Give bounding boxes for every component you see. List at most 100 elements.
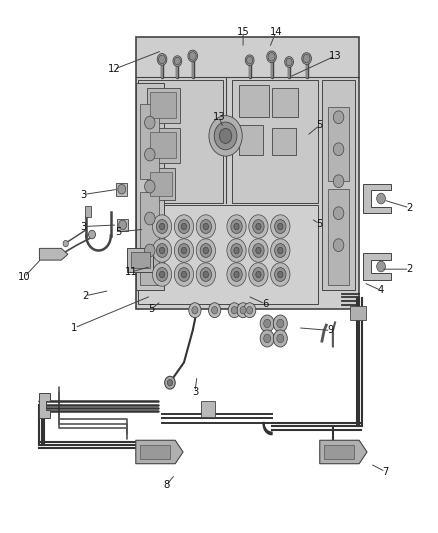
Circle shape (278, 223, 283, 230)
Circle shape (178, 268, 190, 281)
FancyBboxPatch shape (85, 206, 91, 217)
FancyBboxPatch shape (127, 248, 153, 272)
Circle shape (192, 306, 198, 314)
Circle shape (271, 239, 290, 262)
Circle shape (200, 244, 212, 257)
Circle shape (247, 306, 253, 314)
Circle shape (156, 244, 168, 257)
FancyBboxPatch shape (140, 445, 170, 459)
Text: 7: 7 (382, 467, 389, 477)
Circle shape (231, 306, 237, 314)
Circle shape (253, 268, 264, 281)
Circle shape (231, 220, 242, 233)
Circle shape (268, 53, 275, 61)
Circle shape (249, 263, 268, 286)
Circle shape (377, 193, 385, 204)
Circle shape (333, 239, 344, 252)
Circle shape (275, 268, 286, 281)
FancyBboxPatch shape (350, 306, 366, 320)
Circle shape (196, 263, 215, 286)
Circle shape (264, 334, 271, 343)
Text: 15: 15 (237, 27, 250, 37)
Circle shape (119, 220, 127, 230)
Circle shape (174, 215, 194, 238)
Circle shape (181, 223, 187, 230)
Circle shape (234, 223, 239, 230)
Circle shape (152, 215, 172, 238)
Circle shape (209, 116, 242, 156)
Circle shape (377, 261, 385, 272)
Circle shape (159, 55, 166, 63)
FancyBboxPatch shape (150, 132, 176, 158)
Circle shape (231, 244, 242, 257)
Circle shape (174, 239, 194, 262)
FancyBboxPatch shape (140, 192, 159, 285)
Circle shape (256, 271, 261, 278)
Circle shape (227, 263, 246, 286)
Text: 2: 2 (406, 264, 413, 274)
Circle shape (245, 55, 254, 66)
Circle shape (333, 175, 344, 188)
Circle shape (244, 303, 256, 318)
FancyBboxPatch shape (150, 92, 176, 118)
Circle shape (203, 247, 208, 254)
Text: 9: 9 (328, 326, 334, 335)
Circle shape (240, 306, 246, 314)
Circle shape (256, 223, 261, 230)
Text: 5: 5 (115, 227, 121, 237)
Circle shape (227, 239, 246, 262)
FancyBboxPatch shape (272, 128, 296, 155)
Circle shape (234, 271, 239, 278)
Circle shape (159, 223, 165, 230)
Circle shape (277, 319, 284, 328)
Circle shape (278, 271, 283, 278)
Text: 11: 11 (125, 267, 138, 277)
Text: 2: 2 (82, 291, 88, 301)
Circle shape (118, 184, 126, 194)
Text: 14: 14 (270, 27, 282, 37)
Circle shape (264, 319, 271, 328)
Text: 1: 1 (71, 323, 78, 333)
Polygon shape (39, 248, 68, 260)
Circle shape (159, 247, 165, 254)
Circle shape (260, 315, 274, 332)
Circle shape (152, 239, 172, 262)
Circle shape (253, 244, 264, 257)
Circle shape (174, 58, 180, 65)
Circle shape (219, 128, 232, 143)
Circle shape (214, 122, 237, 150)
Circle shape (200, 268, 212, 281)
Circle shape (173, 56, 182, 67)
Polygon shape (39, 393, 50, 418)
Polygon shape (363, 184, 391, 213)
FancyBboxPatch shape (117, 219, 128, 231)
Text: 5: 5 (148, 304, 154, 314)
FancyBboxPatch shape (131, 252, 150, 268)
Circle shape (303, 54, 310, 63)
FancyBboxPatch shape (138, 205, 318, 304)
Circle shape (227, 215, 246, 238)
Circle shape (178, 244, 190, 257)
Circle shape (181, 271, 187, 278)
Text: 3: 3 (192, 387, 198, 397)
Polygon shape (136, 440, 183, 464)
Circle shape (189, 52, 196, 60)
Circle shape (156, 220, 168, 233)
Circle shape (88, 230, 95, 239)
FancyBboxPatch shape (272, 88, 298, 117)
FancyBboxPatch shape (328, 189, 349, 285)
Circle shape (159, 271, 165, 278)
Circle shape (145, 116, 155, 129)
Circle shape (188, 50, 198, 62)
Circle shape (203, 271, 208, 278)
Circle shape (152, 263, 172, 286)
Circle shape (167, 379, 173, 386)
Circle shape (234, 247, 239, 254)
Circle shape (181, 247, 187, 254)
Circle shape (156, 268, 168, 281)
Text: 6: 6 (262, 299, 268, 309)
Circle shape (271, 263, 290, 286)
Circle shape (228, 303, 240, 318)
FancyBboxPatch shape (147, 128, 180, 163)
Circle shape (271, 215, 290, 238)
